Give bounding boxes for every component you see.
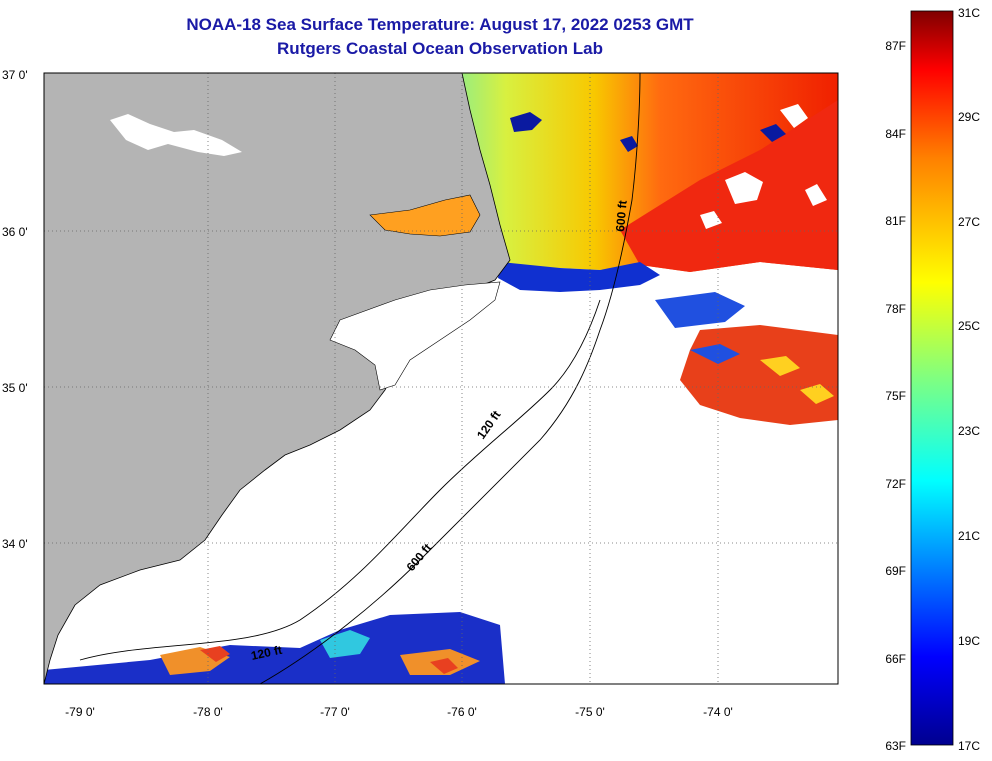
cb-c-label: 17C [958, 739, 980, 753]
lon-label: -74 0' [703, 705, 733, 719]
lon-label: -75 0' [575, 705, 605, 719]
lon-label: -78 0' [193, 705, 223, 719]
lat-label: 35 0' [2, 381, 28, 395]
sst-cold-patch-hatteras [498, 262, 660, 292]
cb-f-label: 84F [885, 127, 906, 141]
latitude-axis: 37 0' 36 0' 35 0' 34 0' [2, 68, 28, 551]
cb-f-label: 72F [885, 477, 906, 491]
colorbar-fahrenheit-labels: 87F 84F 81F 78F 75F 72F 69F 66F 63F [885, 39, 906, 753]
cb-c-label: 25C [958, 319, 980, 333]
albemarle-sound [369, 194, 481, 237]
cb-c-label: 27C [958, 215, 980, 229]
lon-label: -79 0' [65, 705, 95, 719]
cb-f-label: 81F [885, 214, 906, 228]
cb-c-label: 21C [958, 529, 980, 543]
lon-label: -77 0' [320, 705, 350, 719]
pamlico-sound [329, 281, 501, 391]
cb-c-label: 19C [958, 634, 980, 648]
cb-f-label: 78F [885, 302, 906, 316]
cb-c-label: 31C [958, 6, 980, 20]
cb-f-label: 75F [885, 389, 906, 403]
lat-label: 36 0' [2, 225, 28, 239]
colorbar-celsius-labels: 31C 29C 27C 25C 23C 21C 19C 17C [958, 6, 980, 753]
colorbar [910, 10, 954, 746]
cb-c-label: 29C [958, 110, 980, 124]
longitude-axis: -79 0' -78 0' -77 0' -76 0' -75 0' -74 0… [65, 705, 733, 719]
lat-label: 37 0' [2, 68, 28, 82]
map-frame [43, 72, 839, 685]
cb-f-label: 63F [885, 739, 906, 753]
isobath-600ft [259, 73, 641, 684]
lon-label: -76 0' [447, 705, 477, 719]
map-title: NOAA-18 Sea Surface Temperature: August … [186, 15, 694, 34]
map-subtitle: Rutgers Coastal Ocean Observation Lab [277, 39, 603, 58]
cb-f-label: 66F [885, 652, 906, 666]
cb-f-label: 87F [885, 39, 906, 53]
cb-f-label: 69F [885, 564, 906, 578]
contour-label-120ft-south: 120 ft [250, 643, 284, 663]
lat-label: 34 0' [2, 537, 28, 551]
isobath-120ft [79, 299, 601, 661]
contour-label-600ft-north: 600 ft [613, 200, 630, 232]
sst-south-patch [44, 612, 505, 684]
cb-c-label: 23C [958, 424, 980, 438]
